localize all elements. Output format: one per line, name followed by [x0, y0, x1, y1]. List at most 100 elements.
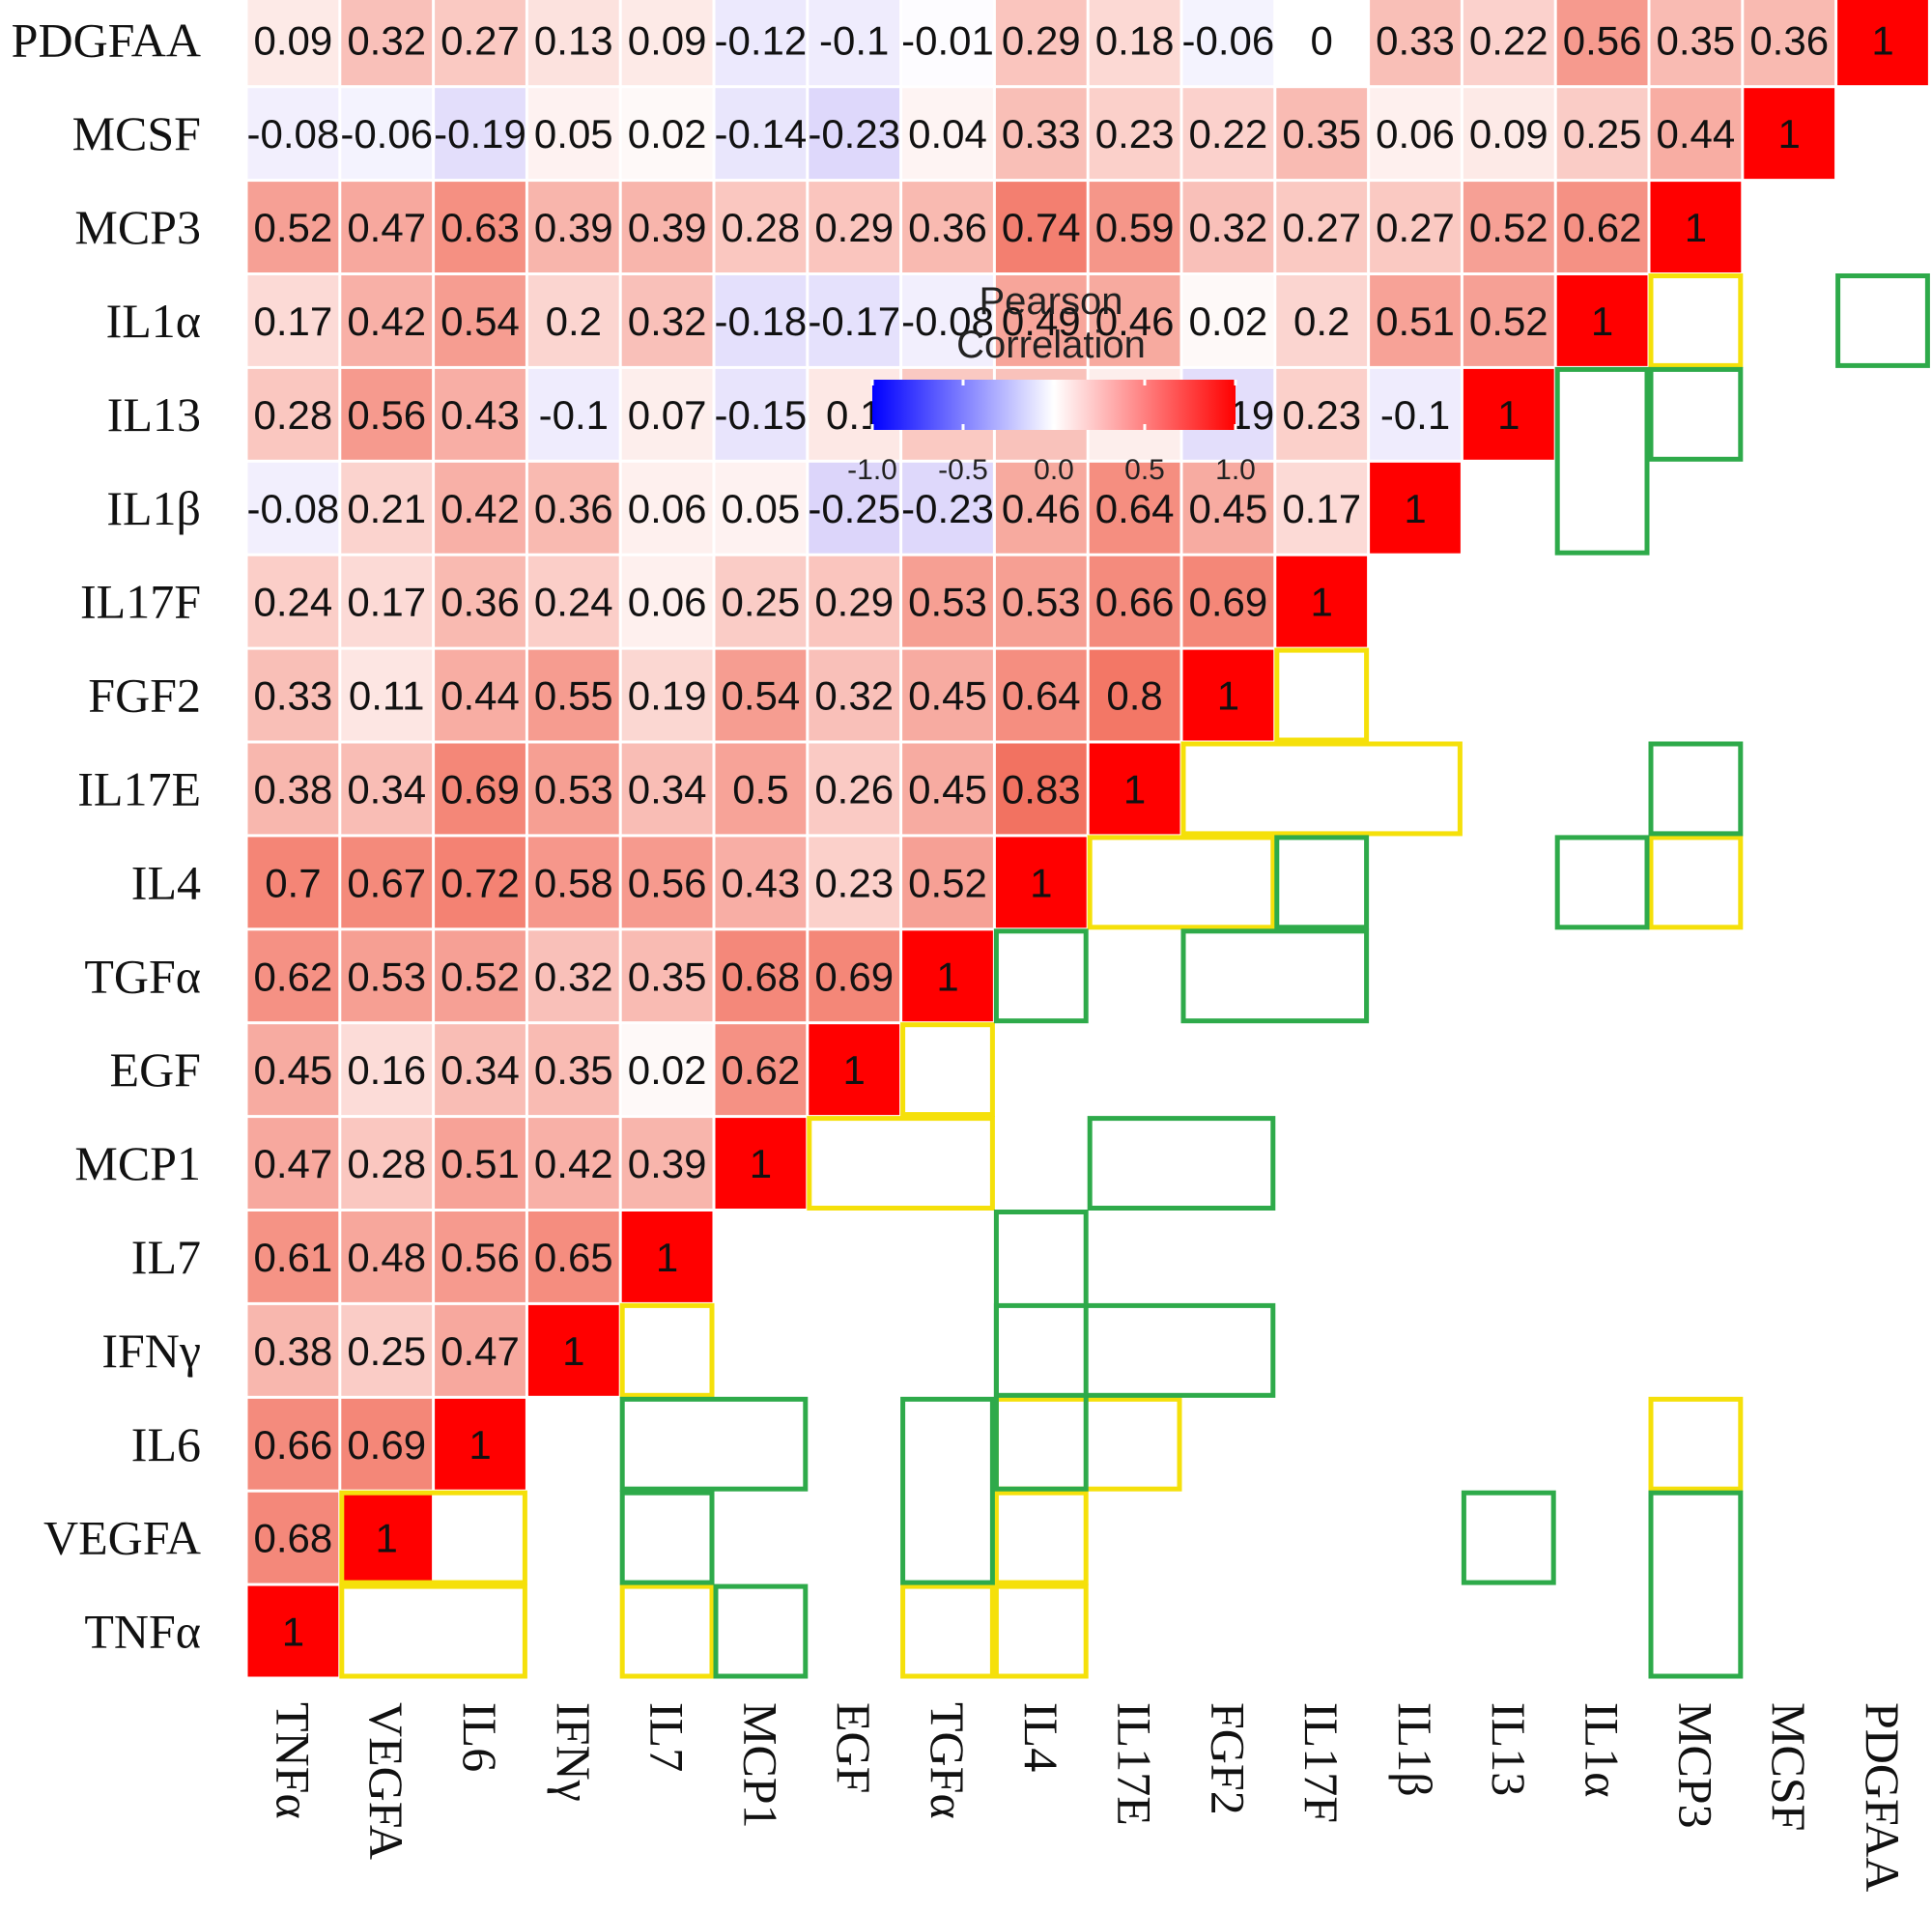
cell-value-label: -0.25 — [808, 486, 900, 531]
heatmap-cell — [715, 462, 807, 554]
heatmap-cell — [435, 1304, 526, 1396]
cell-value-label: 1 — [1685, 205, 1707, 250]
cell-value-label: 0.53 — [1002, 580, 1081, 625]
heatmap-cell — [715, 743, 807, 835]
cell-value-label: 1 — [1217, 673, 1239, 719]
highlight-box-green — [1274, 835, 1370, 930]
cell-value-label: 0.34 — [628, 766, 707, 812]
cell-value-label: 0.56 — [440, 1235, 520, 1280]
column-label: IL1β — [1388, 1702, 1442, 1797]
row-label: IL1α — [106, 294, 201, 348]
cell-value-label: -0.08 — [247, 486, 340, 531]
highlight-box-green — [1648, 366, 1744, 462]
cell-value-label: 0.39 — [534, 205, 613, 250]
highlight-box-green — [900, 1396, 995, 1585]
heatmap-cell — [621, 1212, 713, 1302]
heatmap-cell — [527, 182, 619, 272]
heatmap-cell — [341, 1118, 433, 1209]
cell-value-label: 0.64 — [1002, 673, 1081, 719]
heatmap-cell — [995, 743, 1087, 835]
heatmap-cell — [435, 837, 526, 928]
cell-value-label: 0.54 — [440, 299, 520, 344]
cell-value-label: 0.62 — [722, 1047, 801, 1093]
heatmap-cell — [902, 182, 993, 272]
heatmap-cell — [809, 649, 900, 741]
legend-title-line-1: Pearson — [980, 280, 1123, 323]
column-label: EGF — [827, 1702, 881, 1793]
cell-value-label: 0.22 — [1469, 17, 1548, 63]
highlight-box-green — [993, 1302, 1276, 1398]
heatmap-cell — [341, 88, 433, 180]
cell-value-label: 0.23 — [1095, 111, 1175, 157]
cell-value-label: 0.68 — [254, 1516, 333, 1561]
cell-value-label: -0.08 — [901, 299, 994, 344]
heatmap-cell — [527, 1024, 619, 1116]
heatmap-cell — [527, 88, 619, 180]
cell-value-label: 0.29 — [1002, 17, 1081, 63]
cell-value-label: 1 — [656, 1235, 678, 1280]
cell-value-label: 0.36 — [440, 580, 520, 625]
cell-value-label: 0.36 — [908, 205, 987, 250]
heatmap-cell — [1463, 0, 1554, 86]
heatmap-cell — [341, 275, 433, 366]
heatmap-cell — [1182, 88, 1274, 180]
column-label: IL13 — [1482, 1702, 1536, 1796]
heatmap-cell — [247, 0, 339, 86]
cell-value-label: 0.38 — [254, 1328, 333, 1374]
heatmap-cell — [902, 837, 993, 928]
cell-value-label: 0.7 — [265, 860, 321, 905]
row-label: TNFα — [84, 1605, 201, 1659]
heatmap-cell — [1276, 462, 1368, 554]
cell-value-label: 0.56 — [347, 392, 426, 438]
heatmap-cell — [1089, 0, 1180, 86]
cell-value-label: 0.28 — [722, 205, 801, 250]
highlight-box-yellow — [619, 1302, 715, 1398]
cells-layer: 1 0.68 1 0.66 0.69 1 0.38 0.25 0.47 1 0.61 0.48 0.56… — [247, 0, 1928, 1677]
cell-value-label: 0.32 — [347, 17, 426, 63]
cell-value-label: 0.02 — [628, 1047, 707, 1093]
cell-value-label: 0.5 — [732, 766, 788, 812]
heatmap-cell — [1089, 649, 1180, 741]
cell-value-label: 0.45 — [254, 1047, 333, 1093]
cell-value-label: -0.19 — [434, 111, 526, 157]
heatmap-cell — [995, 837, 1087, 928]
cell-value-label: 0.52 — [254, 205, 333, 250]
heatmap-cell — [341, 649, 433, 741]
heatmap-cell — [247, 462, 339, 554]
heatmap-cell — [247, 1398, 339, 1490]
cell-value-label: 0.29 — [814, 580, 894, 625]
heatmap-cell — [1463, 368, 1554, 460]
heatmap-cell — [1650, 88, 1742, 180]
cell-value-label: 0.36 — [534, 486, 613, 531]
heatmap-cell — [341, 1492, 433, 1583]
heatmap-cell — [995, 88, 1087, 180]
heatmap-cell — [1276, 275, 1368, 366]
heatmap-cell — [341, 837, 433, 928]
heatmap-cell — [247, 1585, 339, 1677]
cell-value-label: 0.05 — [722, 486, 801, 531]
cell-value-label: 0.52 — [908, 860, 987, 905]
row-label: MCP1 — [74, 1136, 201, 1190]
column-label: MCP1 — [733, 1702, 787, 1829]
cell-value-label: 0.17 — [254, 299, 333, 344]
heatmap-cell — [809, 743, 900, 835]
heatmap-cell — [247, 1304, 339, 1396]
cell-value-label: 0.69 — [440, 766, 520, 812]
legend-tick-label: -1.0 — [847, 454, 897, 486]
heatmap-cell — [527, 1304, 619, 1396]
heatmap-cell — [435, 1212, 526, 1302]
cell-value-label: 0.45 — [1189, 486, 1268, 531]
heatmap-cell — [621, 649, 713, 741]
cell-value-label: 0.23 — [814, 860, 894, 905]
cell-value-label: -0.14 — [715, 111, 808, 157]
column-label: TGFα — [921, 1702, 975, 1819]
cell-value-label: 1 — [1123, 766, 1146, 812]
column-label: IL1α — [1576, 1702, 1630, 1797]
cell-value-label: 0.25 — [347, 1328, 426, 1374]
heatmap-cell — [1089, 88, 1180, 180]
heatmap-cell — [809, 88, 900, 180]
highlight-box-green — [1087, 1116, 1276, 1211]
highlight-box-green — [619, 1396, 809, 1492]
cell-value-label: 0.24 — [254, 580, 333, 625]
